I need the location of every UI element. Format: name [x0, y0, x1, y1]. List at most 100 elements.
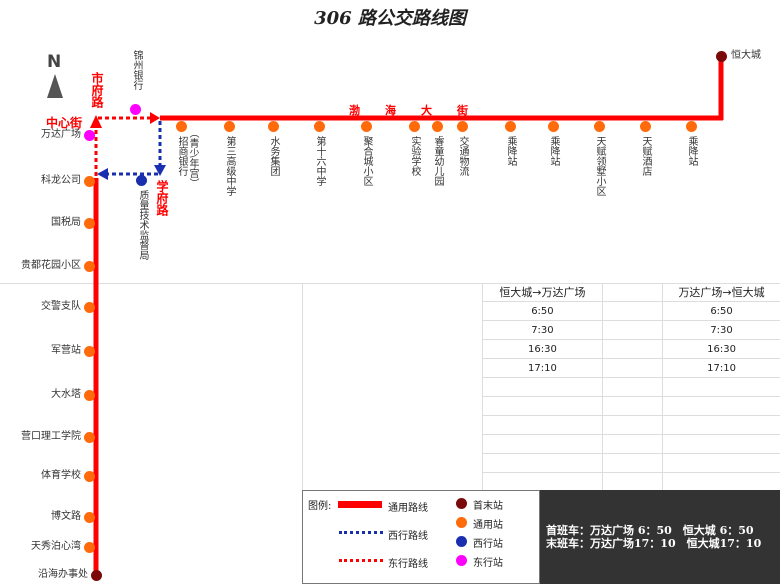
timetable-cell: 6:50 — [482, 301, 603, 321]
timetable-row: 16:30 16:30 — [482, 339, 780, 359]
grid-line — [302, 283, 303, 493]
timetable-row — [482, 453, 780, 473]
legend-title: 图例: — [308, 501, 332, 512]
timetable-cell: 恒大城→万达广场 — [482, 283, 603, 302]
station-marker — [409, 121, 420, 132]
timetable-row: 17:10 17:10 — [482, 358, 780, 378]
legend-main-line-icon — [338, 501, 382, 508]
east-arrow-right — [150, 112, 160, 124]
timetable-cell — [601, 358, 663, 378]
station-label: 天赋酒店 — [640, 136, 651, 176]
legend-station-label: 西行站 — [473, 539, 503, 550]
last-bus: 末班车：万达广场17：10 恒大城17：10 — [546, 537, 762, 550]
timetable-row — [482, 415, 780, 435]
station-label: 万达广场 — [41, 129, 81, 140]
legend-station-label: 东行站 — [473, 558, 503, 569]
station-label: 质量技术监督局 — [137, 190, 148, 260]
station-marker — [91, 570, 102, 581]
station-marker — [84, 130, 95, 141]
east-arrow-up — [90, 115, 102, 128]
timetable-cell — [601, 396, 663, 416]
station-marker — [176, 121, 187, 132]
timetable-cell — [601, 339, 663, 359]
station-marker — [457, 121, 468, 132]
street-bohai-1: 渤 — [349, 104, 360, 117]
station-label: 科龙公司 — [41, 175, 81, 186]
station-marker — [361, 121, 372, 132]
station-label: 乘降站 — [505, 136, 516, 166]
timetable: 恒大城→万达广场 万达广场→恒大城 6:50 6:50 7:30 7:30 16:30 16:… — [482, 283, 780, 492]
timetable-cell — [482, 396, 603, 416]
station-marker — [84, 390, 95, 401]
timetable-row: 6:50 6:50 — [482, 301, 780, 321]
timetable-cell — [601, 283, 663, 302]
timetable-cell — [662, 377, 780, 397]
station-marker — [136, 175, 147, 186]
timetable-cell — [482, 472, 603, 492]
legend-line-label: 通用路线 — [388, 503, 428, 514]
timetable-cell — [601, 301, 663, 321]
street-bohai-3: 大 — [421, 104, 432, 117]
station-label: 水务集团 — [268, 136, 279, 176]
station-label: 聚合城小区 — [361, 136, 372, 186]
station-marker — [84, 261, 95, 272]
north-arrow-icon — [47, 74, 63, 98]
timetable-cell: 17:10 — [482, 358, 603, 378]
station-marker — [84, 346, 95, 357]
street-zhongxin: 中心街 — [46, 116, 83, 130]
compass-label: N — [47, 52, 62, 72]
timetable-header: 恒大城→万达广场 万达广场→恒大城 — [482, 283, 780, 302]
station-label: 体育学校 — [41, 470, 81, 481]
station-label: 锦州银行 — [131, 50, 142, 90]
station-marker — [84, 302, 95, 313]
west-arrow-left — [97, 168, 108, 180]
timetable-cell: 万达广场→恒大城 — [662, 283, 780, 302]
timetable-row: 7:30 7:30 — [482, 320, 780, 340]
station-marker — [84, 542, 95, 553]
station-marker — [84, 176, 95, 187]
timetable-row — [482, 472, 780, 492]
station-marker — [224, 121, 235, 132]
timetable-cell: 7:30 — [662, 320, 780, 340]
station-label: 大水塔 — [51, 389, 81, 400]
timetable-cell: 7:30 — [482, 320, 603, 340]
station-label: 天赋领墅小区 — [594, 136, 605, 196]
street-xuefu: 学府路 — [155, 180, 169, 216]
timetable-cell — [601, 453, 663, 473]
timetable-cell — [482, 415, 603, 435]
timetable-row — [482, 434, 780, 454]
station-label: 博文路 — [51, 511, 81, 522]
grid-line — [0, 283, 780, 284]
station-label: 贵都花园小区 — [21, 260, 81, 271]
station-label: 国税局 — [51, 217, 81, 228]
station-marker — [314, 121, 325, 132]
station-label: 实验学校 — [409, 136, 420, 176]
timetable-cell — [482, 453, 603, 473]
legend: 图例: 通用路线 西行路线 东行路线 首末站 通用站 西行站 东行站 — [302, 490, 540, 584]
page-title: 306 路公交路线图 — [314, 8, 466, 29]
timetable-cell — [601, 377, 663, 397]
station-label: 第十六中学 — [314, 136, 325, 186]
timetable-cell — [482, 434, 603, 454]
station-marker — [505, 121, 516, 132]
station-label: 交警支队 — [41, 301, 81, 312]
station-marker — [686, 121, 697, 132]
timetable-row — [482, 377, 780, 397]
station-label: 交通物流 — [457, 136, 468, 176]
timetable-cell — [662, 396, 780, 416]
station-marker — [84, 218, 95, 229]
street-bohai-4: 街 — [457, 104, 468, 117]
timetable-cell — [601, 434, 663, 454]
station-marker — [130, 104, 141, 115]
legend-line-label: 东行路线 — [388, 559, 428, 570]
legend-common-icon — [456, 517, 467, 528]
station-label: 军营站 — [51, 345, 81, 356]
timetable-cell: 17:10 — [662, 358, 780, 378]
timetable-cell — [662, 415, 780, 435]
legend-terminal-icon — [456, 498, 467, 509]
station-sublabel: （青少年宫） — [187, 128, 198, 188]
timetable-cell — [601, 415, 663, 435]
station-label: 乘降站 — [548, 136, 559, 166]
